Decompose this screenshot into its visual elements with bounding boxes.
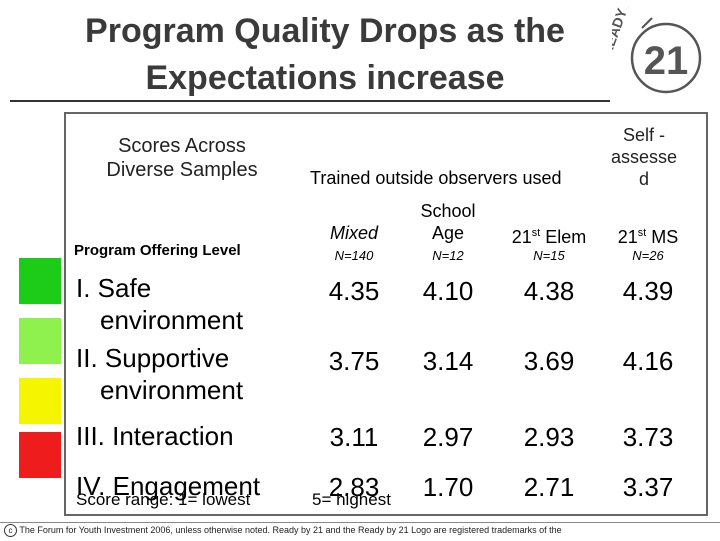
- logo-21-text: 21: [644, 39, 689, 83]
- cell-supportive-ms: 4.16: [622, 346, 674, 376]
- slide-title: Program Quality Drops as the Expectation…: [40, 8, 610, 102]
- score-range-high: 5= highest: [312, 490, 391, 509]
- self-header-line-3: d: [638, 169, 649, 189]
- group-header: Trained outside observers used: [310, 168, 562, 188]
- row-safe-line-1: I. Safe: [76, 273, 152, 303]
- row-label-engagement: IV. Engagement: [76, 471, 261, 501]
- cell-safe-mixed: 4.35: [328, 276, 380, 306]
- col-mixed-n: N=140: [334, 248, 374, 263]
- col-header-21st-elem: 21st Elem: [494, 222, 604, 248]
- swatch-supportive: [19, 318, 61, 364]
- cell-interaction-school: 2.97: [422, 422, 474, 452]
- row-supportive-line-1: II. Supportive: [76, 343, 230, 373]
- col-header-school-age: School Age: [398, 200, 498, 244]
- cell-supportive-elem: 3.69: [523, 346, 575, 376]
- copyright-footer: c The Forum for Youth Investment 2006, u…: [0, 522, 720, 541]
- cell-safe-ms: 4.39: [622, 276, 674, 306]
- col-school-line-2: Age: [431, 223, 465, 243]
- self-header-line-1: Self -: [622, 125, 665, 145]
- cell-engagement-ms: 3.37: [622, 472, 674, 502]
- col-mixed-label: Mixed: [329, 223, 378, 243]
- scores-table: Scores Across Diverse Samples Trained ou…: [64, 112, 708, 516]
- row-supportive-line-2: environment: [100, 375, 244, 405]
- col-school-line-1: School: [420, 201, 476, 221]
- corner-header: Scores Across Diverse Samples: [82, 134, 282, 182]
- cell-safe-school: 4.10: [422, 276, 474, 306]
- col-ms-num: 21: [617, 227, 638, 247]
- row-label-supportive: II. Supportive environment: [76, 342, 243, 406]
- score-range-note: Score range: 1= lowest 5= highest: [76, 490, 391, 510]
- self-assessed-header: Self - assesse d: [604, 124, 684, 190]
- copyright-icon: c: [4, 524, 17, 538]
- ready-by-21-logo: READY BY 21: [612, 6, 702, 94]
- score-range-low: Score range: 1= lowest: [76, 490, 251, 509]
- col-elem-n: N=15: [533, 248, 565, 263]
- corner-header-line-1: Scores Across: [118, 135, 246, 157]
- corner-header-line-2: Diverse Samples: [106, 159, 258, 181]
- cell-supportive-mixed: 3.75: [328, 346, 380, 376]
- col-ms-sup: st: [637, 227, 647, 239]
- row-header-label: Program Offering Level: [74, 242, 241, 259]
- row-label-safe: I. Safe environment: [76, 272, 243, 336]
- col-header-21st-ms: 21st MS: [598, 222, 698, 248]
- col-elem-sup: st: [531, 227, 541, 239]
- cell-safe-elem: 4.38: [523, 276, 575, 306]
- col-ms-suffix: MS: [646, 227, 679, 247]
- swatch-safe: [19, 258, 61, 304]
- cell-engagement-school: 1.70: [422, 472, 474, 502]
- col-header-mixed: Mixed: [304, 222, 404, 244]
- cell-interaction-elem: 2.93: [523, 422, 575, 452]
- col-ms-n: N=26: [632, 248, 664, 263]
- col-school-n: N=12: [432, 248, 464, 263]
- col-elem-num: 21: [511, 227, 532, 247]
- row-safe-line-2: environment: [100, 305, 244, 335]
- self-header-line-2: assesse: [610, 147, 678, 167]
- cell-engagement-elem: 2.71: [523, 472, 575, 502]
- swatch-engagement: [19, 432, 61, 478]
- row-label-interaction: III. Interaction: [76, 421, 234, 451]
- cell-engagement-mixed: 2.83: [328, 472, 380, 502]
- cell-interaction-ms: 3.73: [622, 422, 674, 452]
- cell-supportive-school: 3.14: [422, 346, 474, 376]
- swatch-interaction: [19, 378, 61, 424]
- col-elem-suffix: Elem: [540, 227, 587, 247]
- footer-text: The Forum for Youth Investment 2006, unl…: [19, 525, 562, 535]
- title-line-2: Expectations increase: [145, 59, 505, 97]
- cell-interaction-mixed: 3.11: [329, 422, 379, 452]
- title-line-1: Program Quality Drops as the: [85, 12, 565, 50]
- title-divider: [10, 100, 610, 102]
